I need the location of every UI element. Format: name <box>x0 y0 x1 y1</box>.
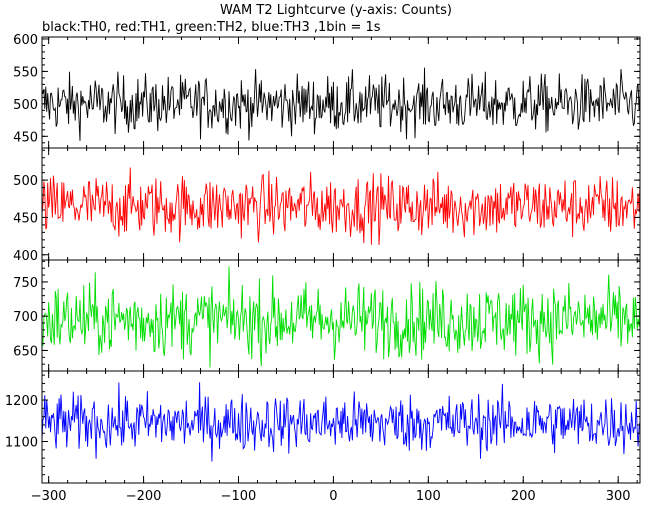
y-tick-label: 750 <box>13 276 38 291</box>
y-tick-label: 650 <box>13 344 38 359</box>
panel-frame <box>41 147 641 261</box>
chart-subtitle: black:TH0, red:TH1, green:TH2, blue:TH3 … <box>42 20 381 35</box>
chart-title: WAM T2 Lightcurve (y-axis: Counts) <box>220 3 452 18</box>
x-tick-label: 200 <box>511 489 536 504</box>
x-tick-label: −100 <box>221 489 257 504</box>
x-tick-label: 100 <box>416 489 441 504</box>
y-tick-label: 450 <box>13 211 38 226</box>
series-line-th3 <box>42 382 640 462</box>
x-tick-label: −200 <box>126 489 162 504</box>
x-tick-label: 0 <box>329 489 337 504</box>
y-tick-label: 550 <box>13 65 38 80</box>
panel-frame <box>41 370 641 484</box>
x-tick-label: −300 <box>31 489 67 504</box>
series-line-th1 <box>42 167 640 246</box>
y-tick-label: 600 <box>13 33 38 48</box>
x-tick-label: 300 <box>606 489 631 504</box>
series-line-th2 <box>42 266 640 368</box>
y-tick-label: 1100 <box>5 436 38 451</box>
y-tick-label: 450 <box>13 130 38 145</box>
y-tick-label: 500 <box>13 98 38 113</box>
y-tick-label: 400 <box>13 249 38 264</box>
panel-frame <box>41 36 641 149</box>
series-line-th0 <box>42 67 640 141</box>
y-tick-label: 1200 <box>5 394 38 409</box>
y-tick-label: 700 <box>13 310 38 325</box>
y-tick-label: 500 <box>13 174 38 189</box>
